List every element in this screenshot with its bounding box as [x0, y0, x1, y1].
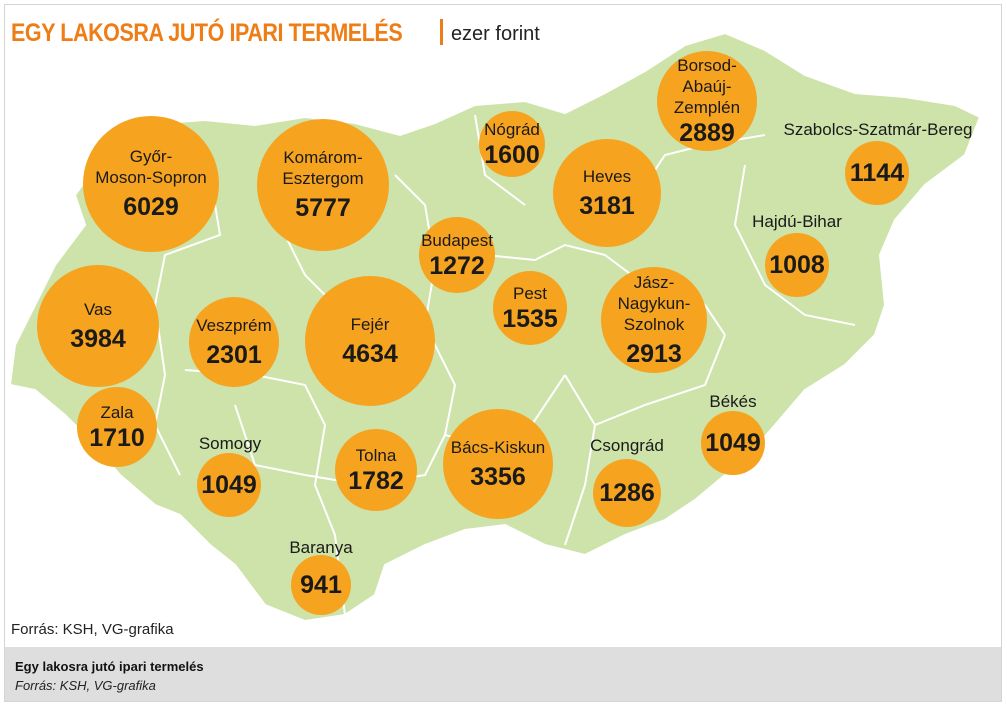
bubble-tolna: Tolna 1782	[335, 429, 417, 511]
county-name: Komárom- Esztergom	[282, 148, 364, 188]
county-name: Borsod- Abaúj-Zemplén	[673, 55, 741, 117]
county-value: 1710	[89, 423, 145, 452]
county-name: Nógrád	[484, 119, 540, 139]
county-value: 2889	[679, 118, 735, 147]
county-value: 1049	[705, 429, 761, 457]
caption-bar: Egy lakosra jutó ipari termelés Forrás: …	[5, 647, 1001, 701]
county-name: Vas	[83, 299, 113, 319]
county-value: 6029	[123, 193, 179, 221]
county-name: Győr- Moson-Sopron	[95, 147, 207, 187]
county-value: 4634	[342, 339, 398, 368]
county-name: Jász-Nagykun- Szolnok	[617, 272, 691, 334]
label-baranya: Baranya	[289, 538, 353, 557]
county-value: 2913	[626, 339, 682, 368]
county-value: 1049	[201, 471, 257, 499]
bubble-komarom: Komárom- Esztergom 5777	[257, 119, 389, 251]
county-name: Veszprém	[196, 315, 272, 335]
bubble-fejer: Fejér 4634	[305, 276, 435, 406]
county-value: 941	[300, 571, 342, 599]
bubble-borsod: Borsod- Abaúj-Zemplén 2889	[657, 51, 757, 151]
title-unit: ezer forint	[450, 23, 540, 45]
county-value: 1535	[502, 304, 558, 333]
county-name: Zala	[100, 402, 134, 422]
bubble-pest: Pest 1535	[493, 271, 567, 345]
county-value: 2301	[206, 340, 262, 369]
bubble-nograd: Nógrád 1600	[479, 111, 545, 177]
county-value: 1144	[849, 159, 905, 187]
county-value: 1286	[599, 479, 655, 507]
bubble-hajdu: 1008	[765, 233, 829, 297]
bubble-somogy: 1049	[197, 453, 261, 517]
bubble-gyor: Győr- Moson-Sopron 6029	[83, 116, 219, 252]
county-value: 1272	[429, 251, 485, 280]
county-name: Tolna	[355, 445, 397, 465]
label-hajdu: Hajdú-Bihar	[752, 212, 842, 231]
bubble-baranya: 941	[291, 555, 351, 615]
county-value: 5777	[295, 194, 351, 222]
bubble-jasz: Jász-Nagykun- Szolnok 2913	[601, 267, 707, 373]
map-title: EGY LAKOSRA JUTÓ IPARI TERMELÉS ezer fori…	[11, 19, 540, 48]
bubble-bekes: 1049	[701, 411, 765, 475]
bubble-heves: Heves 3181	[553, 139, 661, 247]
county-value: 1600	[484, 140, 540, 169]
map-source: Forrás: KSH, VG-grafika	[11, 621, 174, 638]
bubble-szabolcs: 1144	[845, 141, 909, 205]
county-bubbles: Győr- Moson-Sopron 6029 Komárom- Eszterg…	[5, 5, 1001, 645]
bubble-vas: Vas 3984	[37, 265, 159, 387]
bubble-bacs: Bács-Kiskun 3356	[443, 409, 553, 519]
county-value: 3356	[470, 462, 526, 491]
bubble-budapest: Budapest 1272	[419, 217, 495, 293]
county-value: 1008	[769, 251, 825, 279]
county-name: Fejér	[350, 314, 390, 334]
bubble-zala: Zala 1710	[77, 387, 157, 467]
county-name: Pest	[512, 283, 548, 303]
label-bekes: Békés	[709, 392, 757, 411]
figure-frame: EGY LAKOSRA JUTÓ IPARI TERMELÉS ezer fori…	[4, 4, 1002, 702]
county-name: Heves	[582, 166, 632, 186]
label-szabolcs: Szabolcs-Szatmár-Bereg	[783, 120, 973, 139]
caption-title: Egy lakosra jutó ipari termelés	[15, 659, 204, 674]
label-csongrad: Csongrád	[590, 436, 664, 455]
title-main: EGY LAKOSRA JUTÓ IPARI TERMELÉS	[11, 19, 403, 47]
title-separator	[439, 19, 443, 45]
bubble-csongrad: 1286	[593, 459, 661, 527]
county-value: 3181	[579, 191, 635, 220]
bubble-veszprem: Veszprém 2301	[189, 297, 279, 387]
county-name: Bács-Kiskun	[450, 437, 546, 457]
map-area: EGY LAKOSRA JUTÓ IPARI TERMELÉS ezer fori…	[5, 5, 1001, 645]
caption-source: Forrás: KSH, VG-grafika	[15, 678, 156, 693]
county-value: 3984	[70, 324, 126, 353]
county-value: 1782	[348, 466, 404, 495]
label-somogy: Somogy	[198, 434, 262, 453]
county-name: Budapest	[421, 230, 493, 250]
